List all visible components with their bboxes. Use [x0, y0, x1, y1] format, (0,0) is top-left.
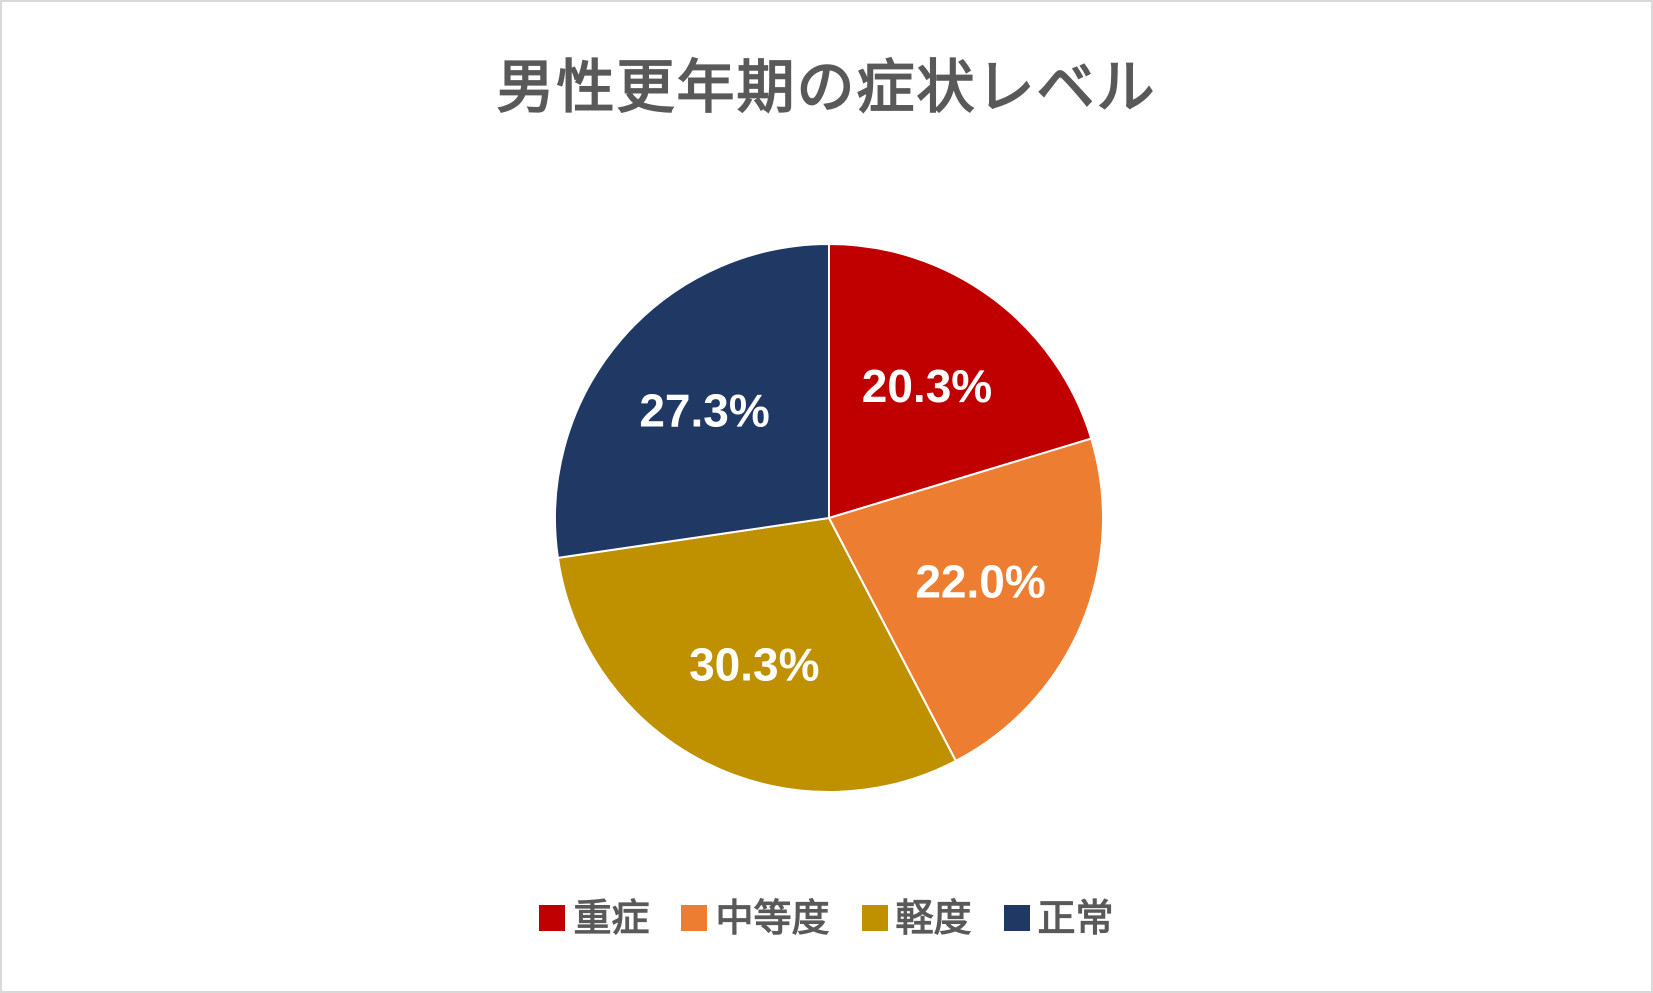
legend-item-severe: 重症: [539, 896, 649, 940]
data-label-severe: 20.3%: [862, 360, 992, 412]
legend-item-normal: 正常: [1003, 896, 1114, 940]
legend-label-normal: 正常: [1037, 896, 1114, 940]
legend-label-severe: 重症: [573, 896, 650, 940]
legend-swatch-mild: [861, 905, 888, 931]
legend: 重症 中等度 軽度 正常: [0, 896, 1653, 940]
data-label-moderate: 22.0%: [915, 556, 1045, 608]
data-label-normal: 27.3%: [639, 385, 769, 437]
legend-label-mild: 軽度: [895, 896, 972, 940]
pie-slice-normal: [553, 243, 830, 559]
pie-slice-severe: [828, 243, 1093, 519]
legend-label-moderate: 中等度: [715, 896, 830, 940]
legend-item-mild: 軽度: [861, 896, 972, 940]
legend-swatch-normal: [1003, 905, 1030, 931]
pie-slices: [553, 243, 1104, 793]
legend-swatch-moderate: [681, 905, 708, 931]
pie-labels: 20.3% 22.0% 30.3% 27.3%: [639, 360, 1045, 690]
pie-slice-mild: [556, 517, 957, 793]
legend-item-moderate: 中等度: [681, 896, 830, 940]
data-label-mild: 30.3%: [689, 638, 819, 690]
pie-slice-moderate: [828, 437, 1104, 762]
chart-title: 男性更年期の症状レベル: [496, 53, 1157, 121]
legend-swatch-severe: [539, 905, 566, 931]
